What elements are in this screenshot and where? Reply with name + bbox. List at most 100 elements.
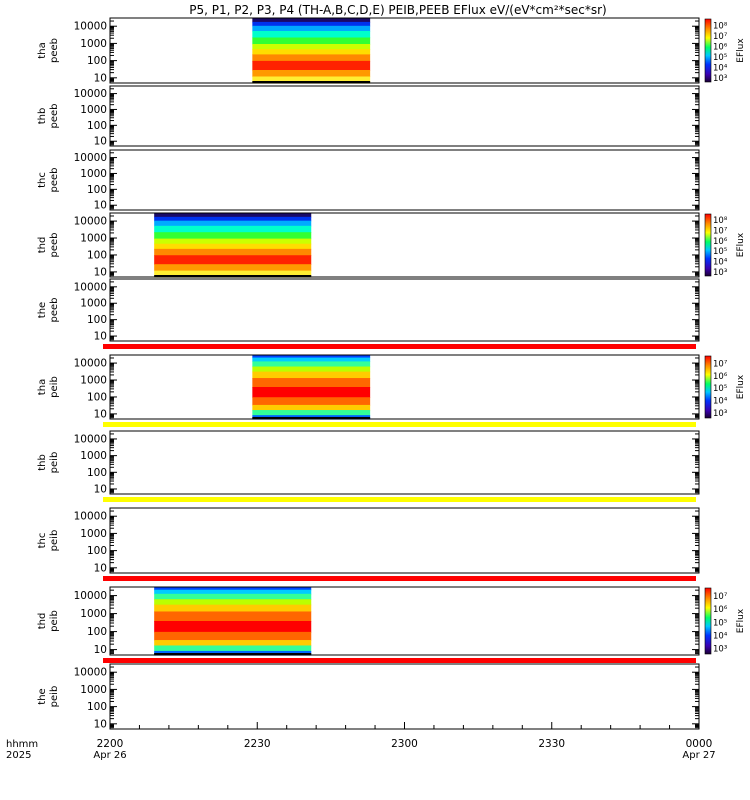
y-tick-label: 1000 — [80, 375, 107, 387]
flux-band — [252, 44, 371, 50]
y-tick-label: 10000 — [74, 511, 107, 523]
y-tick-label: 1000 — [80, 684, 107, 696]
panel-probe-label: tha — [37, 42, 48, 58]
y-tick-label: 1000 — [80, 608, 107, 620]
panel-frame — [109, 430, 700, 495]
panel-the-peeb: 10 100 1000 10000 the peeb — [37, 278, 700, 343]
x-tick-label: 2300 — [391, 738, 418, 750]
y-tick-label: 10 — [94, 136, 107, 148]
colorbar-tick-label: 10⁵ — [713, 53, 727, 63]
colorbar-tick-label: 10⁴ — [713, 632, 728, 642]
panel-frame — [109, 354, 700, 420]
flux-band — [252, 387, 371, 398]
x-tick-date: Apr 27 — [682, 750, 715, 761]
colorbar-label: EFlux — [736, 608, 746, 633]
panel-probe-label: thd — [37, 613, 48, 630]
panel-frame — [109, 149, 700, 211]
y-tick-label: 10 — [94, 644, 107, 656]
colorbar-tick-label: 10⁴ — [713, 63, 728, 73]
y-tick-label: 10 — [94, 72, 107, 84]
flux-band — [252, 355, 371, 359]
y-tick-label: 10000 — [74, 590, 107, 602]
colorbar-tick-label: 10⁸ — [713, 21, 728, 31]
panel-frame — [109, 85, 700, 147]
panel-product-label: peib — [49, 686, 60, 708]
x-tick-date: Apr 26 — [93, 750, 126, 761]
panel-thb-peib: 10 100 1000 10000 thb peib — [37, 430, 700, 495]
panel-product-label: peeb — [49, 104, 60, 129]
y-tick-label: 100 — [87, 391, 107, 403]
panel-thc-peib: 10 100 1000 10000 thc peib — [37, 507, 700, 574]
panel-probe-label: thd — [37, 237, 48, 254]
y-tick-label: 10 — [94, 200, 107, 212]
colorbar-scale — [704, 355, 712, 419]
flux-band — [252, 70, 371, 78]
y-tick-label: 1000 — [80, 298, 107, 310]
flux-band — [252, 21, 371, 27]
panel-product-label: peeb — [49, 233, 60, 258]
flux-band — [154, 216, 312, 222]
y-tick-label: 10000 — [74, 667, 107, 679]
y-tick-label: 1000 — [80, 528, 107, 540]
colorbar-tick-label: 10⁷ — [713, 32, 728, 42]
x-tick-label: 2200 — [97, 738, 124, 750]
colorbar-tick-label: 10⁷ — [713, 359, 728, 369]
flag-bar — [103, 497, 696, 502]
y-tick-label: 100 — [87, 184, 107, 196]
y-tick-label: 10000 — [74, 21, 107, 33]
colorbar-label: EFlux — [736, 232, 746, 257]
panel-product-label: peib — [49, 376, 60, 398]
colorbar-tick-label: 10⁶ — [713, 605, 728, 615]
panel-probe-label: thb — [37, 454, 48, 471]
flux-band — [154, 243, 312, 250]
y-tick-label: 10 — [94, 266, 107, 278]
x-tick-label: 2330 — [538, 738, 565, 750]
colorbar-scale — [704, 18, 712, 83]
flux-band — [252, 37, 371, 45]
x-year-label: 2025 — [6, 750, 31, 761]
flux-band — [154, 604, 312, 613]
flux-band — [252, 357, 371, 362]
flux-band — [154, 225, 312, 233]
spectrogram-tha-peeb — [252, 18, 371, 84]
panel-product-label: peib — [49, 530, 60, 552]
panel-probe-label: the — [37, 688, 48, 704]
colorbar-label: EFlux — [736, 38, 746, 63]
panel-probe-label: thb — [37, 108, 48, 125]
panel-frame — [109, 278, 700, 342]
flux-band — [154, 640, 312, 647]
y-tick-label: 100 — [87, 626, 107, 638]
y-tick-label: 10 — [94, 331, 107, 343]
y-tick-label: 10000 — [74, 152, 107, 164]
flux-band — [252, 361, 371, 368]
flux-band — [154, 238, 312, 245]
chart-title: P5, P1, P2, P3, P4 (TH-A,B,C,D,E) PEIB,P… — [189, 3, 606, 17]
y-tick-label: 1000 — [80, 450, 107, 462]
flux-band — [154, 248, 312, 256]
flux-band — [154, 593, 312, 600]
panel-thd-peib: 10 100 1000 10000 thd peib 10³ 10⁴ 10⁵ 10⁶ 10⁷ EFlu… — [37, 586, 746, 656]
panel-thc-peeb: 10 100 1000 10000 thc peeb — [37, 149, 700, 212]
spectrogram-thd-peeb — [154, 213, 312, 278]
flux-band — [154, 255, 312, 265]
flux-band — [252, 410, 371, 416]
flux-band — [252, 404, 371, 411]
y-tick-label: 1000 — [80, 38, 107, 50]
flag-bar — [103, 344, 696, 349]
y-tick-label: 10000 — [74, 216, 107, 228]
y-tick-label: 1000 — [80, 233, 107, 245]
colorbar: 10³ 10⁴ 10⁵ 10⁶ 10⁷ EFlux — [704, 355, 746, 419]
x-row-label: hhmm — [6, 739, 38, 750]
flux-band — [154, 270, 312, 278]
flux-band — [252, 25, 371, 32]
x-tick-label: 0000 — [686, 738, 713, 750]
y-tick-label: 100 — [87, 314, 107, 326]
panel-tha-peib: 10 100 1000 10000 tha peib 10³ 10⁴ 10⁵ 10⁶ 10⁷ EFlu… — [37, 354, 746, 420]
colorbar-tick-label: 10³ — [713, 409, 727, 419]
flux-band — [252, 18, 371, 23]
y-tick-label: 100 — [87, 545, 107, 557]
spectrogram-thd-peib — [154, 587, 312, 656]
flux-band — [252, 76, 371, 84]
